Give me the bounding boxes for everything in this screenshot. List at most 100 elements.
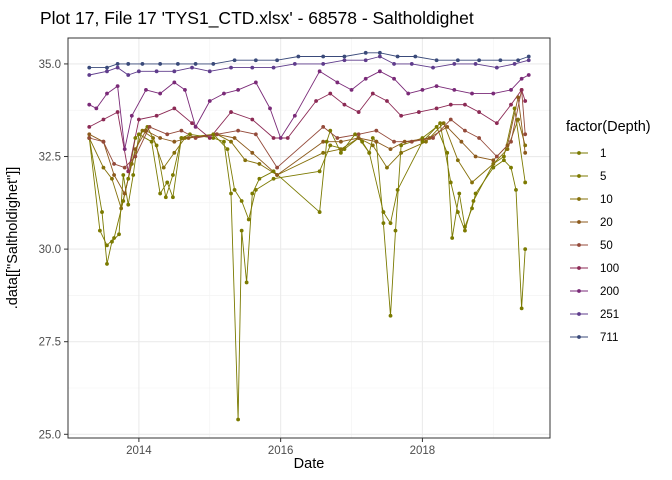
data-point-251	[452, 62, 457, 66]
data-point-1	[523, 247, 528, 252]
data-point-251	[363, 58, 368, 63]
data-point-711	[377, 50, 382, 55]
data-point-1	[338, 150, 343, 155]
legend-key-point	[577, 266, 581, 270]
legend-item-5: 5	[570, 171, 606, 183]
data-point-251	[172, 69, 177, 74]
legend-label: 711	[600, 332, 618, 344]
data-point-1	[188, 132, 192, 137]
data-point-711	[275, 58, 280, 63]
data-point-1	[222, 139, 226, 144]
data-point-50	[374, 128, 379, 133]
data-point-251	[250, 65, 255, 70]
legend-item-711: 711	[570, 332, 618, 344]
data-point-1	[244, 280, 249, 285]
y-tick-label: 25.0	[39, 429, 61, 441]
data-point-200	[183, 87, 187, 92]
data-point-5	[112, 236, 116, 240]
data-point-251	[190, 65, 194, 70]
data-point-50	[448, 117, 453, 122]
data-point-711	[158, 62, 163, 66]
data-point-10	[243, 158, 248, 163]
data-point-50	[392, 139, 396, 144]
data-point-5	[463, 228, 467, 233]
data-point-50	[356, 132, 361, 137]
legend: factor(Depth) 1 5 10 20 50 100 200 251 711	[566, 119, 651, 344]
data-point-5	[448, 180, 453, 185]
data-point-1	[100, 210, 104, 214]
data-point-200	[115, 84, 120, 89]
data-point-251	[512, 62, 517, 66]
legend-key-point	[577, 151, 581, 155]
data-point-5	[253, 187, 258, 192]
data-point-251	[271, 65, 276, 70]
data-point-10	[229, 139, 233, 144]
data-point-10	[101, 165, 106, 170]
chart-title: Plot 17, File 17 'TYS1_CTD.xlsx' - 68578…	[40, 8, 474, 29]
data-point-711	[296, 54, 301, 59]
data-point-100	[342, 102, 347, 107]
data-point-10	[505, 147, 510, 152]
data-point-200	[377, 69, 382, 74]
data-point-10	[161, 165, 166, 170]
data-point-5	[239, 199, 244, 203]
data-point-200	[158, 91, 163, 96]
data-point-5	[154, 143, 159, 148]
data-point-200	[349, 87, 354, 92]
data-point-50	[321, 124, 326, 129]
data-point-200	[222, 91, 226, 96]
data-point-10	[140, 128, 145, 133]
data-point-1	[165, 180, 170, 185]
legend-key-point	[577, 197, 581, 201]
data-point-1	[388, 313, 393, 318]
legend-label: 1	[600, 148, 606, 160]
data-point-711	[105, 65, 109, 70]
data-point-251	[342, 58, 347, 63]
data-point-100	[399, 113, 404, 118]
data-point-50	[409, 139, 414, 144]
data-point-20	[388, 147, 393, 152]
data-point-251	[494, 65, 499, 70]
data-point-1	[126, 202, 131, 207]
data-point-1	[491, 165, 496, 170]
legend-key-point	[577, 335, 581, 339]
data-point-711	[211, 62, 216, 66]
data-point-100	[229, 110, 233, 114]
data-point-100	[477, 110, 482, 114]
data-point-1	[514, 187, 518, 192]
data-point-711	[413, 54, 418, 59]
data-point-50	[431, 136, 435, 140]
panel-background	[68, 38, 550, 438]
data-point-200	[87, 102, 92, 107]
data-point-1	[236, 417, 241, 422]
data-point-1	[470, 206, 474, 211]
legend-item-251: 251	[570, 309, 619, 321]
data-point-100	[126, 169, 131, 174]
y-tick-label: 35.0	[39, 59, 61, 71]
data-point-100	[463, 102, 467, 107]
data-point-200	[335, 80, 340, 85]
data-point-100	[494, 121, 499, 126]
legend-label: 251	[600, 309, 619, 321]
legend-title: factor(Depth)	[566, 119, 651, 135]
data-point-20	[232, 136, 237, 140]
data-point-1	[317, 210, 322, 214]
data-point-200	[193, 124, 198, 129]
data-point-711	[87, 65, 92, 70]
data-point-10	[470, 180, 474, 185]
data-point-5	[121, 199, 126, 203]
data-point-20	[427, 136, 432, 140]
data-point-251	[392, 62, 396, 66]
data-point-20	[516, 95, 521, 100]
data-point-5	[471, 199, 476, 203]
data-point-1	[420, 136, 425, 140]
data-point-10	[338, 147, 343, 152]
y-tick-label: 30.0	[39, 244, 61, 256]
data-point-5	[328, 143, 333, 148]
data-point-50	[193, 136, 198, 140]
data-point-200	[207, 99, 212, 103]
data-point-200	[105, 91, 109, 96]
data-point-200	[144, 87, 148, 92]
data-point-100	[416, 110, 421, 114]
data-point-20	[374, 139, 379, 144]
